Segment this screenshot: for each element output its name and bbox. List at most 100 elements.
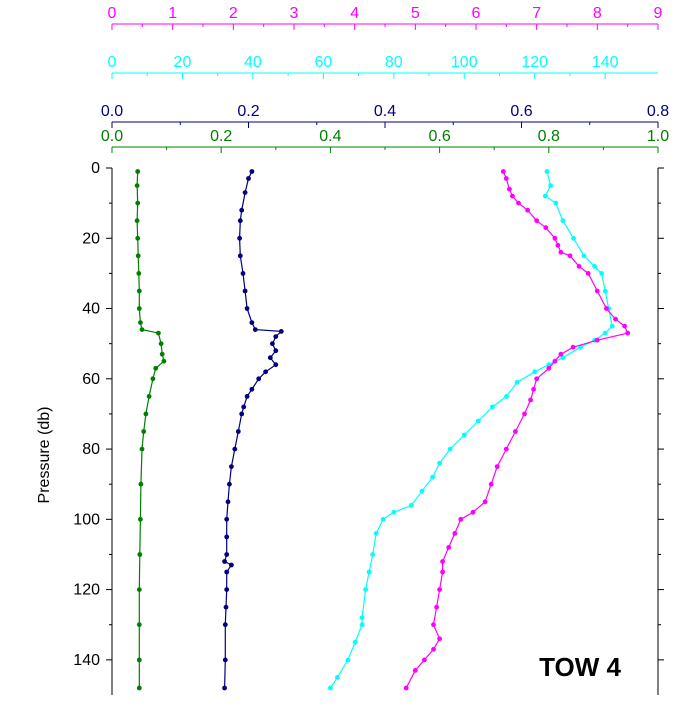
- data-point: [241, 404, 247, 410]
- data-point: [222, 622, 228, 628]
- top-axis-tick-label: 0.0: [101, 128, 123, 145]
- data-point: [470, 509, 476, 515]
- y-tick-label: 80: [82, 441, 100, 458]
- series: [222, 169, 284, 691]
- data-point: [224, 569, 230, 575]
- series-line: [136, 171, 165, 688]
- data-point: [232, 446, 238, 452]
- data-point: [531, 386, 536, 392]
- data-point: [139, 327, 145, 332]
- top-axis-tick-label: 80: [385, 54, 403, 71]
- data-point: [522, 411, 527, 417]
- data-point: [270, 341, 275, 347]
- data-point: [237, 253, 243, 259]
- data-point: [345, 657, 351, 663]
- data-point: [431, 646, 436, 652]
- top-axis-tick-label: 40: [244, 54, 262, 71]
- data-point: [246, 176, 251, 181]
- data-point: [150, 376, 156, 382]
- top-axis-tick-label: 120: [521, 54, 548, 71]
- data-point: [224, 534, 230, 540]
- top-axis-tick-label: 100: [451, 54, 478, 71]
- tow-annotation: TOW 4: [539, 652, 621, 682]
- data-point: [244, 394, 250, 399]
- y-axis-label: Pressure (db): [36, 407, 53, 504]
- data-point: [488, 481, 494, 487]
- data-point: [225, 499, 231, 505]
- data-point: [136, 306, 142, 311]
- data-point: [153, 365, 159, 371]
- data-point: [560, 218, 566, 224]
- data-point: [625, 330, 631, 336]
- series-line: [329, 171, 613, 689]
- data-point: [592, 264, 597, 269]
- data-point: [447, 446, 453, 452]
- data-point: [546, 362, 552, 368]
- data-point: [576, 264, 582, 269]
- y-tick-label: 120: [73, 582, 100, 599]
- data-point: [373, 531, 379, 536]
- data-point: [534, 218, 540, 224]
- top-axis-tick-label: 6: [472, 5, 481, 22]
- data-point: [158, 341, 164, 347]
- top-axis-tick-label: 0.4: [374, 103, 396, 120]
- data-point: [135, 253, 141, 259]
- data-point: [138, 481, 144, 487]
- data-point: [335, 675, 340, 680]
- data-point: [328, 685, 333, 691]
- data-point: [543, 225, 549, 231]
- data-point: [138, 516, 143, 522]
- top-axis-tick-label: 0.8: [538, 128, 560, 145]
- y-tick-label: 20: [82, 230, 100, 247]
- data-point: [143, 411, 149, 417]
- top-axis-tick-label: 0.8: [647, 103, 669, 120]
- data-point: [249, 169, 255, 174]
- data-point: [137, 552, 143, 557]
- data-point: [440, 559, 445, 564]
- data-point: [553, 200, 559, 206]
- data-point: [366, 569, 372, 575]
- data-point: [446, 545, 452, 550]
- data-point: [622, 323, 627, 329]
- data-point: [161, 358, 167, 364]
- data-point: [134, 218, 140, 224]
- data-point: [239, 207, 245, 213]
- data-point: [534, 376, 540, 382]
- series-layer: [134, 169, 631, 691]
- y-tick-label: 140: [73, 652, 100, 669]
- data-point: [585, 271, 591, 276]
- data-point: [542, 193, 548, 199]
- top-axis-tick-label: 60: [314, 54, 332, 71]
- data-point: [242, 190, 248, 196]
- data-point: [500, 169, 506, 174]
- top-axis-tick-label: 20: [174, 54, 192, 71]
- top-axis-tick-label: 0.4: [319, 128, 341, 145]
- data-point: [359, 622, 365, 628]
- data-point: [555, 242, 561, 248]
- top-axis-tick-label: 4: [350, 5, 359, 22]
- top-axis-tick-label: 2: [229, 5, 238, 22]
- data-point: [440, 569, 445, 575]
- data-point: [437, 587, 442, 592]
- data-point: [136, 657, 142, 663]
- data-point: [613, 316, 618, 322]
- data-point: [571, 235, 576, 241]
- data-point: [227, 481, 232, 487]
- data-point: [504, 394, 509, 399]
- data-point: [223, 604, 229, 610]
- top-axis-tick-label: 140: [592, 54, 619, 71]
- top-axis-tick-label: 0: [108, 54, 117, 71]
- data-point: [156, 330, 161, 336]
- y-tick-label: 60: [82, 371, 100, 388]
- data-point: [235, 429, 241, 434]
- data-point: [514, 379, 520, 385]
- data-point: [494, 464, 500, 469]
- top-axis-tick-label: 5: [411, 5, 420, 22]
- data-point: [422, 657, 427, 663]
- data-point: [528, 397, 533, 403]
- data-point: [273, 348, 279, 354]
- data-point: [419, 488, 425, 494]
- data-point: [252, 327, 258, 332]
- data-point: [503, 446, 509, 452]
- plot-frame: [111, 168, 659, 695]
